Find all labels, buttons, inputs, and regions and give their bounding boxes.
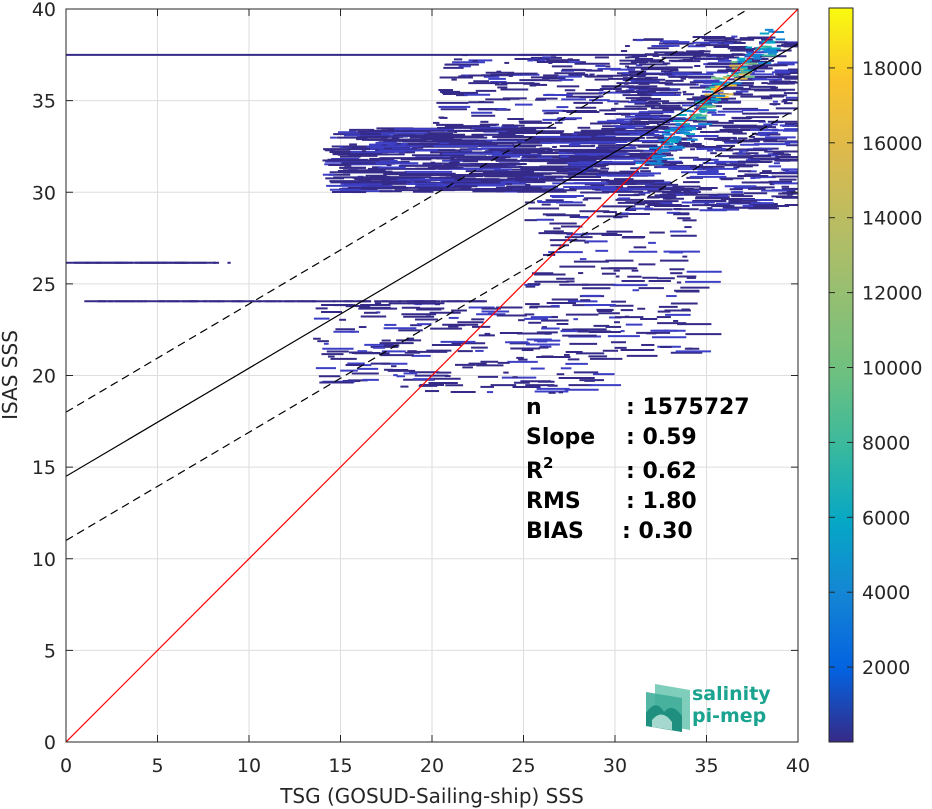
regression-minus-2rms-line <box>66 107 798 541</box>
stat-label: RMS <box>526 489 581 514</box>
logo-text-line1: salinity <box>692 683 771 705</box>
colorbar-tick-label: 18000 <box>862 58 922 80</box>
colorbar-tick-label: 6000 <box>862 507 910 529</box>
colorbar-tick-label: 10000 <box>862 358 922 380</box>
x-tick-label: 0 <box>60 755 72 777</box>
one-to-one-line <box>66 9 798 742</box>
y-tick-label: 10 <box>32 549 56 571</box>
fit-lines <box>66 9 798 742</box>
stat-value: : 0.62 <box>626 459 697 484</box>
density-core <box>635 28 786 169</box>
colorbar-tick-label: 4000 <box>862 582 910 604</box>
colorbar-ticks: 2000 4000 6000 8000 10000 12000 14000 16000 1800… <box>829 58 922 679</box>
y-tick-label: 25 <box>32 274 56 296</box>
colorbar-tick-label: 16000 <box>862 133 922 155</box>
y-tick-label: 20 <box>32 366 56 388</box>
density-cluster <box>524 191 722 359</box>
logo-icon <box>646 684 690 732</box>
regression-line <box>66 43 798 477</box>
x-axis-label: TSG (GOSUD-Sailing-ship) SSS <box>279 784 584 808</box>
x-tick-label: 25 <box>511 755 535 777</box>
y-tick-label: 5 <box>44 640 56 662</box>
stat-label: BIAS <box>526 519 584 544</box>
x-tick-label: 40 <box>786 755 810 777</box>
density-cluster <box>615 35 798 212</box>
y-tick-label: 15 <box>32 457 56 479</box>
density-cluster <box>432 53 683 129</box>
x-tick-label: 5 <box>151 755 163 777</box>
density-cluster <box>313 301 623 394</box>
colorbar-tick-label: 14000 <box>862 208 922 230</box>
stats-box: n : 1575727 Slope : 0.59 R2 : 0.62 RMS : 1.80 BI… <box>526 395 750 544</box>
salinity-pi-mep-logo: salinity pi-mep <box>646 683 771 732</box>
x-tick-label: 15 <box>328 755 352 777</box>
x-tick-label: 20 <box>420 755 444 777</box>
axis-ticks: 0 5 10 15 20 25 30 35 40 0 5 10 15 20 25 30 35 40 <box>32 0 810 777</box>
colorbar-gradient <box>828 7 854 743</box>
y-tick-label: 30 <box>32 182 56 204</box>
colorbar-tick-label: 12000 <box>862 283 922 305</box>
stat-label: R2 <box>526 454 553 484</box>
colorbar-tick-label: 2000 <box>862 657 910 679</box>
regression-plus-2rms-line <box>66 9 750 413</box>
stat-label: Slope <box>526 425 595 450</box>
y-tick-label: 35 <box>32 91 56 113</box>
y-tick-label: 40 <box>32 0 56 21</box>
colorbar: 2000 4000 6000 8000 10000 12000 14000 16000 1800… <box>828 7 922 743</box>
density-cluster <box>322 127 681 194</box>
colorbar-tick-label: 8000 <box>862 432 910 454</box>
stat-value: : 1.80 <box>626 489 697 514</box>
x-tick-label: 30 <box>603 755 627 777</box>
stat-value: : 0.59 <box>626 425 697 450</box>
stat-label: n <box>526 395 542 420</box>
x-tick-label: 35 <box>694 755 718 777</box>
y-axis-label: ISAS SSS <box>0 330 22 420</box>
x-tick-label: 10 <box>237 755 261 777</box>
logo-text-line2: pi-mep <box>692 705 766 727</box>
y-tick-label: 0 <box>44 732 56 754</box>
stat-value: : 0.30 <box>622 519 693 544</box>
stat-value: : 1575727 <box>626 395 750 420</box>
density-heatmap <box>66 28 798 394</box>
